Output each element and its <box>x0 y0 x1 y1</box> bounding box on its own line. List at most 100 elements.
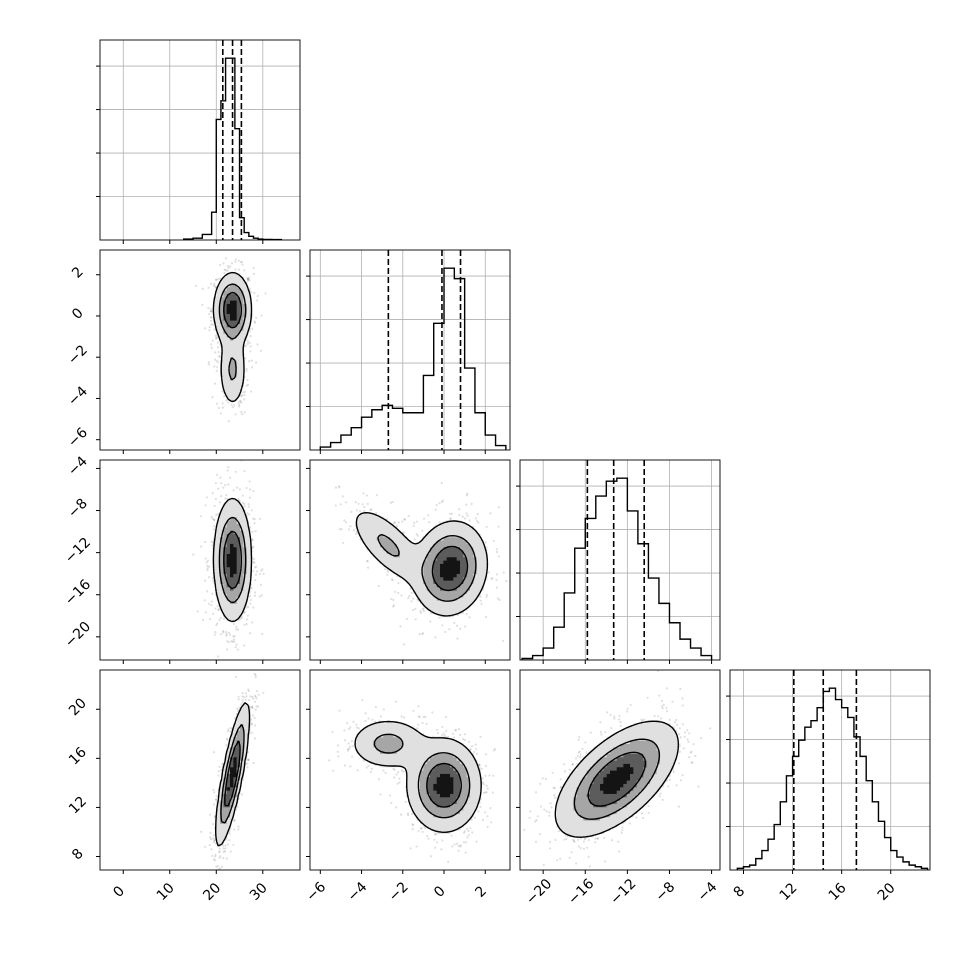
density-cell <box>240 343 244 348</box>
sample-point <box>215 336 218 339</box>
density-cell <box>240 510 244 514</box>
sample-point <box>234 470 237 473</box>
density-cell <box>226 303 231 308</box>
sample-point <box>334 486 338 489</box>
density-cell <box>243 706 248 711</box>
density-cell <box>226 350 231 354</box>
density-cell <box>213 303 218 308</box>
density-cell <box>216 320 221 324</box>
density-cell <box>453 596 458 601</box>
density-cell <box>426 590 431 594</box>
density-cell <box>466 576 471 581</box>
density-cell <box>230 280 234 284</box>
sample-point <box>497 555 500 558</box>
density-cell <box>470 573 474 578</box>
sample-point <box>215 369 218 373</box>
density-cell <box>463 603 468 608</box>
density-cell <box>233 523 238 528</box>
sample-point <box>215 402 219 405</box>
density-cell <box>230 303 234 308</box>
density-cell <box>226 573 231 578</box>
density-cell <box>420 596 424 601</box>
density-cell <box>230 540 234 544</box>
density-cell <box>220 566 224 571</box>
sample-point <box>264 292 267 295</box>
sample-point <box>224 497 227 500</box>
density-cell <box>243 586 248 591</box>
sample-point <box>219 263 222 267</box>
sample-point <box>386 518 389 521</box>
density-cell <box>246 716 251 721</box>
density-cell <box>240 536 244 541</box>
density-cell <box>440 573 444 578</box>
contour-line <box>218 283 247 381</box>
sample-point <box>363 509 366 512</box>
sample-point <box>495 578 498 581</box>
density-cell <box>220 833 224 838</box>
density-cell <box>233 533 238 538</box>
sample-point <box>260 569 263 572</box>
sample-point <box>206 569 209 572</box>
sample-point <box>251 714 254 717</box>
sample-point <box>211 823 215 826</box>
density-cell <box>433 576 438 581</box>
density-cell <box>430 560 434 564</box>
sample-point <box>260 349 263 352</box>
density-cell <box>243 730 248 734</box>
sample-point <box>225 744 228 747</box>
density-cell <box>443 600 448 604</box>
density-cell <box>240 543 244 548</box>
density-cell <box>233 596 238 601</box>
density-cell <box>476 573 481 578</box>
sample-point <box>495 586 498 589</box>
density-cell <box>240 740 244 744</box>
density-cell <box>240 593 244 598</box>
sample-point <box>449 517 452 520</box>
sample-point <box>252 545 255 549</box>
density-cell <box>226 510 231 514</box>
sample-point <box>345 501 348 504</box>
density-cell <box>223 293 228 298</box>
density-cell <box>230 373 234 378</box>
density-cell <box>480 570 484 574</box>
density-cell <box>233 390 238 394</box>
density-cell <box>220 516 224 521</box>
density-cell <box>236 573 241 578</box>
density-cell <box>220 560 224 564</box>
sample-point <box>253 566 257 569</box>
density-cell <box>416 593 421 598</box>
sample-point <box>207 565 211 568</box>
density-contours <box>212 497 253 623</box>
density-cell <box>440 556 444 561</box>
density-cell <box>220 340 224 344</box>
density-cell <box>446 590 451 594</box>
panel-frame <box>99 249 301 451</box>
density-cell <box>236 746 241 751</box>
density-cell <box>420 560 424 564</box>
density-cell <box>223 613 228 618</box>
density-cell <box>383 556 388 561</box>
density-cell <box>416 556 421 561</box>
density-cell <box>456 553 461 558</box>
density-cell <box>220 326 224 331</box>
density-panel <box>96 669 301 874</box>
density-cell <box>380 560 384 564</box>
density-cell <box>223 606 228 611</box>
density-cell <box>216 523 221 528</box>
density-cell <box>223 353 228 358</box>
density-cell <box>463 560 468 564</box>
density-cell <box>233 773 238 778</box>
density-cell <box>243 600 248 604</box>
density-cell <box>220 810 224 814</box>
sample-point <box>237 709 240 712</box>
sample-point <box>217 487 220 490</box>
sample-point <box>220 495 223 498</box>
sample-point <box>251 695 254 699</box>
sample-point <box>248 287 252 290</box>
density-cell <box>230 366 234 371</box>
sample-point <box>224 847 227 850</box>
density-cell <box>240 590 244 594</box>
density-cell <box>236 310 241 314</box>
sample-point <box>218 847 221 850</box>
density-cell <box>473 593 478 598</box>
